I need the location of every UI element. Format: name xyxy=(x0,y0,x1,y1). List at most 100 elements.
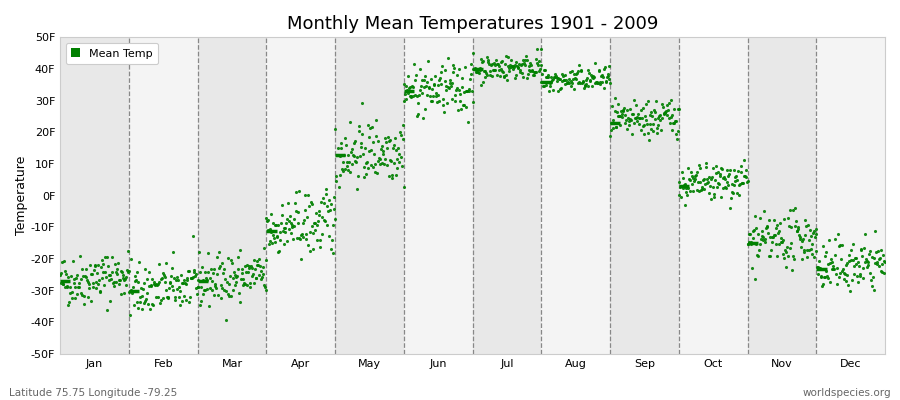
Point xyxy=(342,159,356,165)
Point xyxy=(69,291,84,298)
Point xyxy=(87,262,102,268)
Point xyxy=(590,80,604,86)
Point xyxy=(840,272,854,278)
Point xyxy=(611,101,625,108)
Point xyxy=(178,281,193,288)
Point xyxy=(808,234,823,240)
Point xyxy=(65,288,79,295)
Point xyxy=(276,225,291,232)
Point xyxy=(69,275,84,282)
Point xyxy=(819,248,833,255)
Point xyxy=(872,256,886,262)
Point xyxy=(210,254,224,260)
Point xyxy=(324,246,338,252)
Point xyxy=(265,240,279,246)
Point xyxy=(282,218,296,224)
Point xyxy=(142,269,157,275)
Point xyxy=(526,69,541,75)
Point xyxy=(391,144,405,151)
Point xyxy=(825,265,840,272)
Point xyxy=(116,275,130,281)
Point xyxy=(416,115,430,122)
Point xyxy=(177,293,192,300)
Point xyxy=(184,275,199,281)
Point xyxy=(506,63,520,69)
Point xyxy=(309,210,323,216)
Point xyxy=(878,259,892,265)
Point xyxy=(807,228,822,234)
Point xyxy=(382,172,396,179)
Point xyxy=(615,111,629,117)
Point xyxy=(751,231,765,238)
Point xyxy=(610,109,625,116)
Point xyxy=(125,290,140,296)
Point xyxy=(463,88,477,94)
Point xyxy=(498,60,512,67)
Point xyxy=(671,179,686,185)
Point xyxy=(240,262,255,268)
Point xyxy=(313,244,328,250)
Point xyxy=(850,259,865,266)
Point xyxy=(234,276,248,282)
Point xyxy=(442,84,456,91)
Point xyxy=(834,256,849,262)
Point xyxy=(652,112,666,119)
Point xyxy=(58,268,72,274)
Point xyxy=(489,67,503,73)
Point xyxy=(424,76,438,82)
Point xyxy=(94,264,108,270)
Point xyxy=(736,180,751,186)
Point xyxy=(582,78,597,84)
Point xyxy=(447,65,462,72)
Point xyxy=(248,275,263,281)
Point xyxy=(675,168,689,175)
Point xyxy=(410,100,425,106)
Point xyxy=(684,173,698,179)
Point xyxy=(323,201,338,208)
Point xyxy=(363,148,377,154)
Point xyxy=(126,288,140,294)
Point xyxy=(402,84,417,90)
Point xyxy=(521,67,535,73)
Point xyxy=(335,166,349,172)
Point xyxy=(705,174,719,180)
Point xyxy=(92,276,106,283)
Point xyxy=(56,281,70,287)
Point xyxy=(863,270,878,276)
Point xyxy=(234,266,248,273)
Point xyxy=(495,58,509,64)
Point xyxy=(376,150,391,157)
Point xyxy=(421,84,436,91)
Point xyxy=(249,258,264,265)
Point xyxy=(682,187,697,194)
Point xyxy=(136,285,150,292)
Point xyxy=(119,282,133,288)
Point xyxy=(228,272,242,278)
Point xyxy=(765,234,779,240)
Point xyxy=(314,214,328,220)
Point xyxy=(220,278,234,285)
Point xyxy=(80,279,94,286)
Point xyxy=(530,46,544,52)
Point xyxy=(73,276,87,283)
Point xyxy=(245,273,259,279)
Point xyxy=(682,176,697,182)
Point xyxy=(852,272,867,279)
Point xyxy=(149,282,164,288)
Point xyxy=(605,102,619,109)
Point xyxy=(230,279,244,286)
Point xyxy=(381,134,395,140)
Point xyxy=(472,65,487,71)
Point xyxy=(274,220,288,227)
Point xyxy=(795,238,809,245)
Point xyxy=(167,294,182,300)
Point xyxy=(730,176,744,183)
Point xyxy=(838,278,852,284)
Point xyxy=(505,63,519,70)
Point xyxy=(145,301,159,307)
Point xyxy=(871,263,886,269)
Point xyxy=(386,145,400,151)
Point xyxy=(874,246,888,253)
Point xyxy=(326,222,340,228)
Point xyxy=(518,57,533,63)
